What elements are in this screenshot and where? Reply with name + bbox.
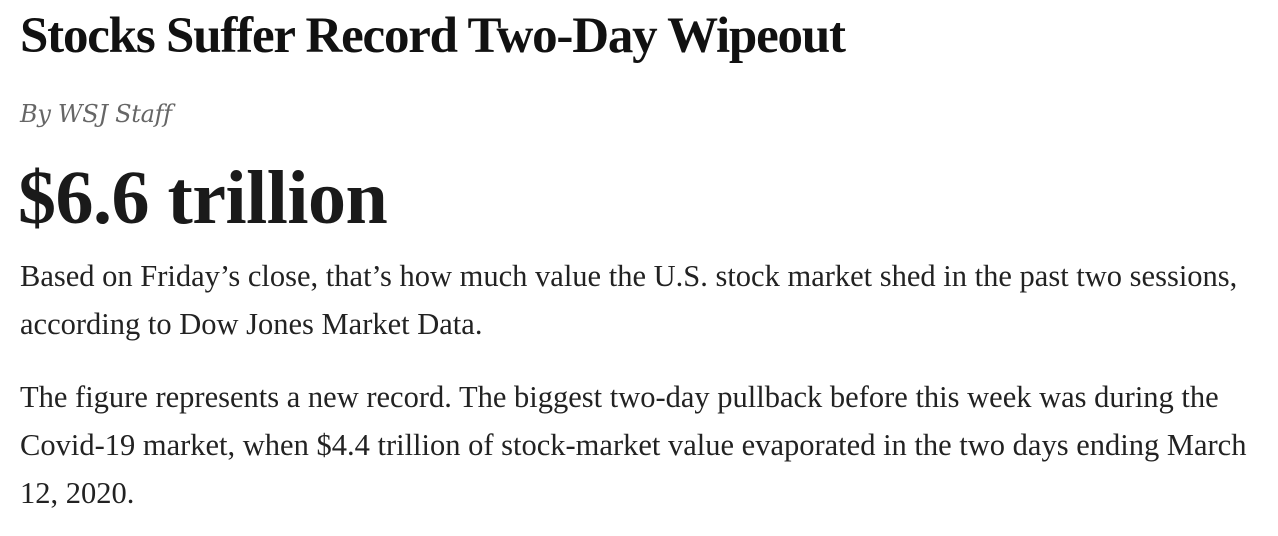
body-paragraph-1: Based on Friday’s close, that’s how much… (20, 259, 1238, 341)
headline: Stocks Suffer Record Two-Day Wipeout (20, 8, 846, 64)
byline: By WSJ Staff (20, 100, 172, 128)
highlight-figure: $6.6 trillion (18, 156, 388, 240)
body-paragraph-2: The figure represents a new record. The … (20, 380, 1247, 510)
